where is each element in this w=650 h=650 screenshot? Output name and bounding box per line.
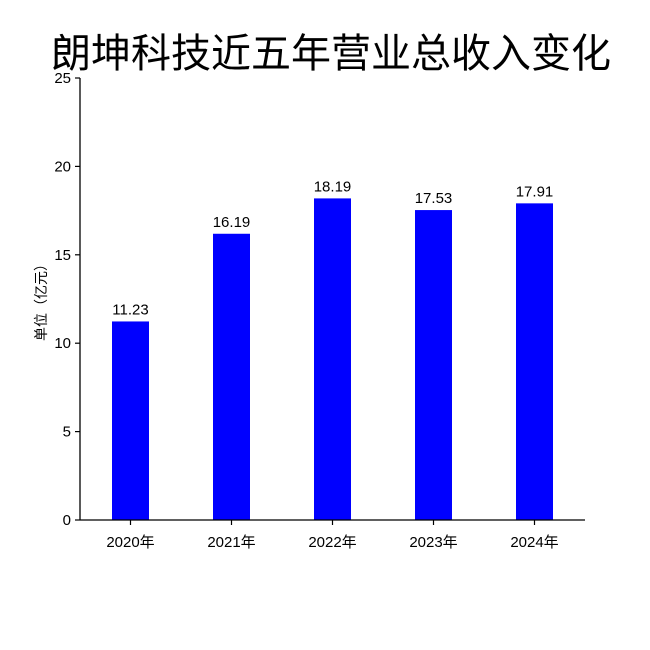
bar	[516, 203, 553, 520]
y-axis-ticks: 0 5 10 15 20 25	[54, 70, 80, 529]
y-tick-label: 0	[63, 512, 71, 529]
bar	[415, 210, 452, 521]
y-axis-label: 单位（亿元）	[34, 257, 50, 341]
bar-value-label: 18.19	[314, 178, 352, 195]
x-tick-label: 2023年	[409, 534, 457, 551]
y-tick-label: 15	[54, 247, 71, 264]
bar-value-label: 16.19	[213, 214, 251, 231]
x-tick-label: 2024年	[510, 534, 558, 551]
bar	[314, 198, 351, 520]
chart-title: 朗坤科技近五年营业总收入变化	[51, 31, 611, 77]
bar-value-label: 11.23	[112, 301, 148, 318]
x-tick-label: 2020年	[106, 534, 154, 551]
bar	[213, 233, 250, 520]
x-axis-ticks: 2020年 2021年 2022年 2023年 2024年	[106, 520, 559, 551]
value-labels-layer: 11.23 16.19 18.19 17.53 17.91	[112, 178, 553, 318]
bars-layer	[112, 198, 553, 521]
x-tick-label: 2021年	[207, 534, 255, 551]
y-tick-label: 25	[54, 70, 71, 87]
y-tick-label: 5	[63, 424, 71, 441]
bar-value-label: 17.91	[516, 183, 554, 200]
x-tick-label: 2022年	[308, 534, 356, 551]
bar	[112, 321, 149, 520]
y-tick-label: 10	[54, 335, 71, 352]
bar-value-label: 17.53	[415, 190, 453, 207]
y-tick-label: 20	[54, 158, 71, 175]
